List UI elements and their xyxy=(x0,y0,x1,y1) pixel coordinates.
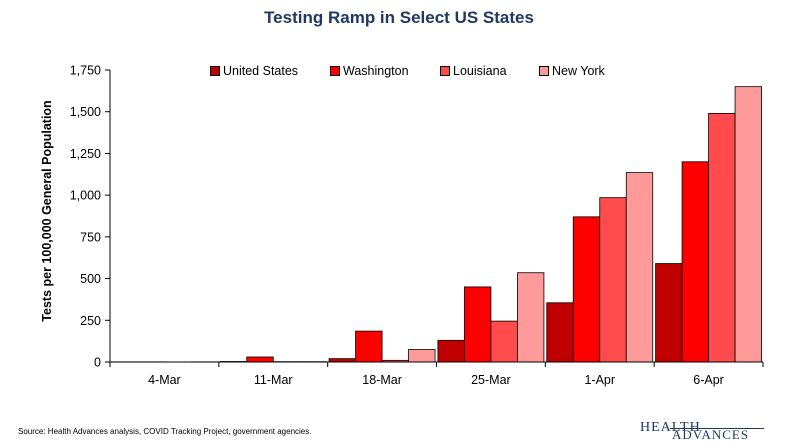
bar xyxy=(656,264,683,362)
bar xyxy=(356,331,383,362)
bar xyxy=(409,349,436,362)
y-tick-label: 750 xyxy=(80,230,101,244)
x-tick-label: 11-Mar xyxy=(254,373,293,387)
bar xyxy=(735,87,762,362)
y-tick-label: 1,500 xyxy=(70,105,101,119)
bar xyxy=(464,287,491,362)
bar xyxy=(438,340,465,362)
bar xyxy=(491,321,517,362)
bar xyxy=(573,217,600,362)
x-tick-label: 4-Mar xyxy=(148,373,181,387)
y-tick-label: 500 xyxy=(80,272,101,286)
y-tick-label: 1,250 xyxy=(70,147,101,161)
y-tick-label: 1,750 xyxy=(70,64,101,78)
bar xyxy=(682,162,709,362)
y-tick-label: 250 xyxy=(80,314,101,328)
bar xyxy=(517,273,544,362)
health-advances-logo: HEALTH ADVANCES xyxy=(640,420,764,440)
bar xyxy=(247,357,274,362)
bar xyxy=(626,173,653,362)
x-tick-label: 18-Mar xyxy=(362,373,402,387)
y-tick-label: 0 xyxy=(94,356,101,370)
x-tick-label: 25-Mar xyxy=(471,373,511,387)
bar xyxy=(547,303,574,362)
source-note: Source: Health Advances analysis, COVID … xyxy=(18,427,311,436)
x-tick-label: 6-Apr xyxy=(693,373,724,387)
bar xyxy=(600,198,627,362)
bar xyxy=(329,359,356,362)
y-tick-label: 1,000 xyxy=(70,189,101,203)
bar xyxy=(709,113,736,362)
x-tick-label: 1-Apr xyxy=(584,373,615,387)
logo-word-advances: ADVANCES xyxy=(672,427,749,443)
